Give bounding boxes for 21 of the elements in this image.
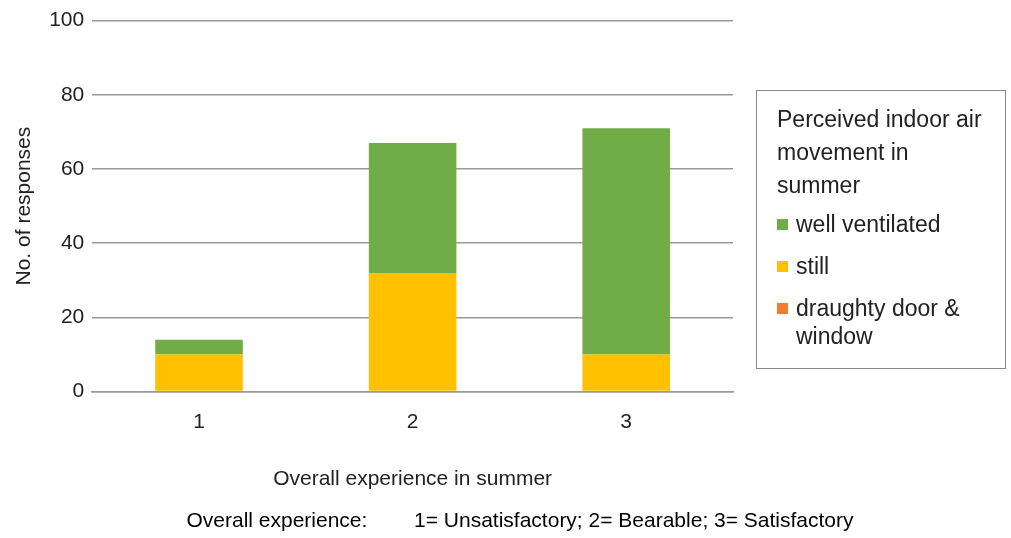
bar	[582, 354, 670, 391]
x-axis-title: Overall experience in summer	[273, 466, 553, 490]
x-tick-label: 3	[620, 409, 633, 432]
text: Overall experience: 1= Unsatisfactory; 2= Bearable; 3= Satisfactory	[185, 508, 855, 532]
y-tick-label: 80	[60, 81, 85, 105]
legend-label: draughty door & window	[796, 294, 961, 350]
bar	[155, 339, 243, 355]
y-tick-label: 60	[60, 155, 85, 179]
legend-label: well ventilated	[796, 210, 941, 238]
x-tick-label: 2	[406, 409, 419, 432]
bar	[155, 354, 243, 391]
y-axis-title: No. of responses	[11, 126, 35, 286]
y-tick-label: 40	[60, 230, 85, 253]
y-tick-label: 0	[72, 378, 85, 402]
legend-label: still	[796, 252, 830, 280]
y-tick-label: 20	[60, 304, 85, 328]
bar	[582, 128, 670, 355]
y-tick-label: 100	[49, 7, 85, 31]
bar	[368, 272, 457, 391]
bar	[368, 143, 457, 273]
x-tick-label: 1	[193, 409, 205, 432]
